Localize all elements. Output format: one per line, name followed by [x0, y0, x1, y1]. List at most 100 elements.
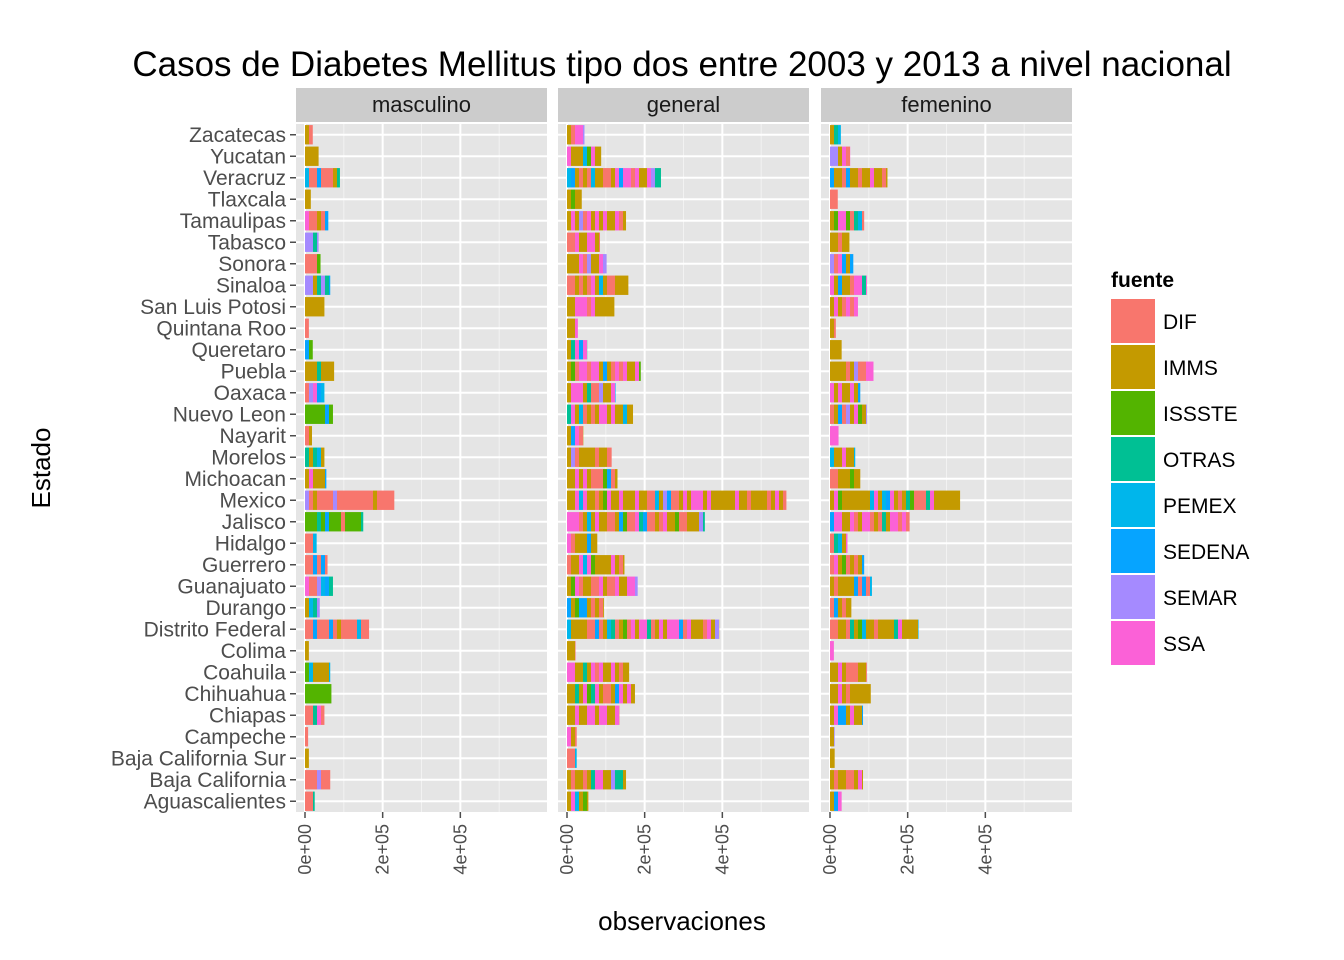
bar-segment	[918, 490, 922, 510]
bar-segment	[567, 662, 571, 682]
bar-segment	[365, 490, 369, 510]
bar-segment	[838, 555, 842, 575]
bar-segment	[854, 383, 858, 403]
bar-segment	[846, 383, 850, 403]
bar-segment	[898, 512, 902, 532]
bar-hidalgo	[830, 533, 848, 553]
bar-segment	[595, 297, 599, 317]
bar-segment	[567, 770, 571, 790]
bar-segment	[866, 619, 870, 639]
bar-chiapas	[567, 705, 620, 725]
bar-segment	[611, 297, 615, 317]
bar-segment	[958, 490, 961, 510]
bar-segment	[619, 770, 623, 790]
bar-segment	[611, 168, 615, 188]
bar-segment	[695, 512, 699, 532]
x-tick-label: 2e+05	[898, 824, 918, 875]
bar-segment	[583, 512, 587, 532]
bar-segment	[623, 576, 627, 596]
bar-segment	[353, 619, 357, 639]
legend-key-dif	[1111, 299, 1155, 343]
bar-campeche	[830, 727, 835, 747]
bar-segment	[579, 662, 583, 682]
bar-segment	[834, 598, 838, 618]
bar-segment	[361, 490, 365, 510]
bar-segment	[834, 748, 835, 768]
bar-segment	[567, 211, 571, 231]
bar-segment	[687, 619, 691, 639]
bar-segment	[603, 684, 607, 704]
bar-quintana-roo	[830, 318, 836, 338]
bar-segment	[599, 662, 603, 682]
bar-segment	[329, 662, 331, 682]
y-tick-label: Sonora	[218, 253, 286, 276]
bar-segment	[595, 619, 599, 639]
bar-segment	[862, 619, 866, 639]
bar-segment	[854, 576, 858, 596]
bar-segment	[850, 512, 854, 532]
bar-segment	[321, 297, 325, 317]
bar-segment	[866, 275, 867, 295]
bar-segment	[603, 705, 607, 725]
bar-segment	[591, 684, 595, 704]
bar-segment	[659, 512, 663, 532]
bar-segment	[850, 211, 854, 231]
bar-chiapas	[830, 705, 864, 725]
bar-segment	[313, 469, 317, 489]
bar-segment	[325, 555, 328, 575]
bar-segment	[623, 555, 625, 575]
bar-segment	[830, 684, 834, 704]
bar-segment	[591, 598, 595, 618]
bar-segment	[603, 275, 607, 295]
bar-segment	[583, 555, 587, 575]
bar-segment	[587, 555, 591, 575]
bar-segment	[595, 361, 599, 381]
bar-segment	[834, 684, 838, 704]
bar-segment	[321, 576, 325, 596]
bar-segment	[623, 662, 627, 682]
bar-segment	[603, 512, 607, 532]
bar-segment	[341, 490, 345, 510]
bar-segment	[579, 791, 583, 811]
bar-segment	[627, 662, 630, 682]
bar-segment	[643, 490, 647, 510]
bar-segment	[317, 770, 321, 790]
bar-zacatecas	[567, 125, 585, 145]
bar-segment	[567, 490, 571, 510]
bar-segment	[842, 297, 846, 317]
bar-segment	[615, 619, 619, 639]
bar-segment	[305, 383, 309, 403]
bar-segment	[854, 297, 858, 317]
y-tick-label: Veracruz	[203, 167, 286, 190]
bar-baja-california-sur	[567, 748, 577, 768]
bar-segment	[830, 490, 834, 510]
bar-segment	[643, 512, 647, 532]
bar-segment	[341, 619, 345, 639]
bar-segment	[950, 490, 954, 510]
facet-panel-masculino: masculino 0e+00 2e+05 4e+05	[295, 88, 547, 875]
bar-segment	[767, 490, 771, 510]
bar-segment	[313, 146, 317, 166]
bar-segment	[723, 490, 727, 510]
bar-segment	[591, 512, 595, 532]
bar-segment	[619, 555, 623, 575]
bar-segment	[571, 576, 575, 596]
bar-segment	[878, 512, 882, 532]
bar-segment	[834, 297, 838, 317]
bar-segment	[834, 791, 838, 811]
bar-segment	[830, 340, 834, 360]
bar-segment	[842, 490, 846, 510]
bar-segment	[607, 684, 611, 704]
bar-segment	[870, 684, 871, 704]
bar-segment	[317, 211, 321, 231]
bar-segment	[305, 619, 309, 639]
bar-segment	[838, 791, 842, 811]
bar-segment	[854, 619, 858, 639]
bar-segment	[631, 404, 634, 424]
bar-segment	[579, 125, 583, 145]
bar-segment	[591, 576, 595, 596]
bar-segment	[783, 490, 787, 510]
bar-segment	[830, 598, 834, 618]
bar-segment	[647, 168, 651, 188]
bar-segment	[699, 490, 703, 510]
